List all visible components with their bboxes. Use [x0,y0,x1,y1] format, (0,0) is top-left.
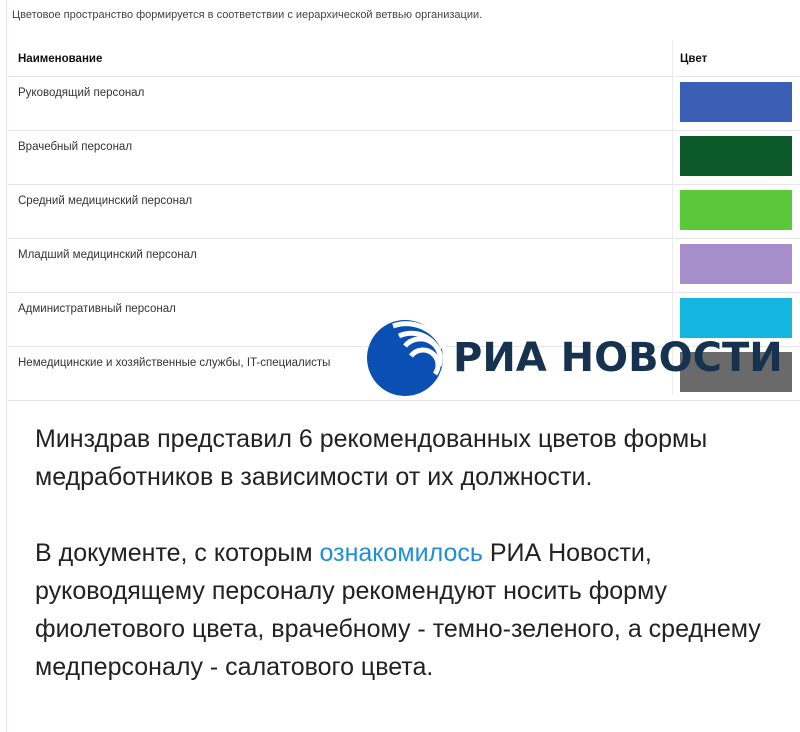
color-swatch [680,244,792,284]
intro-text: Цветовое пространство формируется в соот… [12,9,483,21]
table-row: Младший медицинский персонал [8,239,800,293]
row-name: Средний медицинский персонал [18,195,193,207]
ria-globe-icon [367,320,445,396]
ria-novosti-watermark: РИА НОВОСТИ [365,318,783,398]
watermark-text: РИА НОВОСТИ [453,335,783,381]
left-border [6,0,7,732]
table-row: Средний медицинский персонал [8,185,800,239]
article-paragraph-2: В документе, с которым ознакомилось РИА … [35,534,775,686]
row-name: Врачебный персонал [18,141,133,153]
color-swatch [680,190,792,230]
color-table: Наименование Цвет Руководящий персонал Вр… [8,40,800,401]
table-row: Немедицинские и хозяйственные службы, IT… [8,347,800,401]
header-color: Цвет [680,53,708,65]
color-swatch [680,82,792,122]
table-row: Руководящий персонал [8,77,800,131]
header-name: Наименование [18,53,103,65]
text-after-link: РИА Новости, руководящему персоналу реко… [35,539,761,681]
color-swatch [680,136,792,176]
article-link[interactable]: ознакомилось [319,539,483,567]
row-name: Административный персонал [18,303,176,315]
color-swatch [680,298,792,338]
column-divider [672,40,673,395]
color-swatch [680,352,792,392]
text-before-link: В документе, с которым [35,539,320,567]
article-body: Минздрав представил 6 рекомендованных цв… [35,420,775,724]
row-name: Немедицинские и хозяйственные службы, IT… [18,357,331,369]
table-header: Наименование Цвет [8,40,800,77]
row-name: Руководящий персонал [18,87,145,99]
row-name: Младший медицинский персонал [18,249,197,261]
article-paragraph-1: Минздрав представил 6 рекомендованных цв… [35,425,708,491]
table-row: Врачебный персонал [8,131,800,185]
